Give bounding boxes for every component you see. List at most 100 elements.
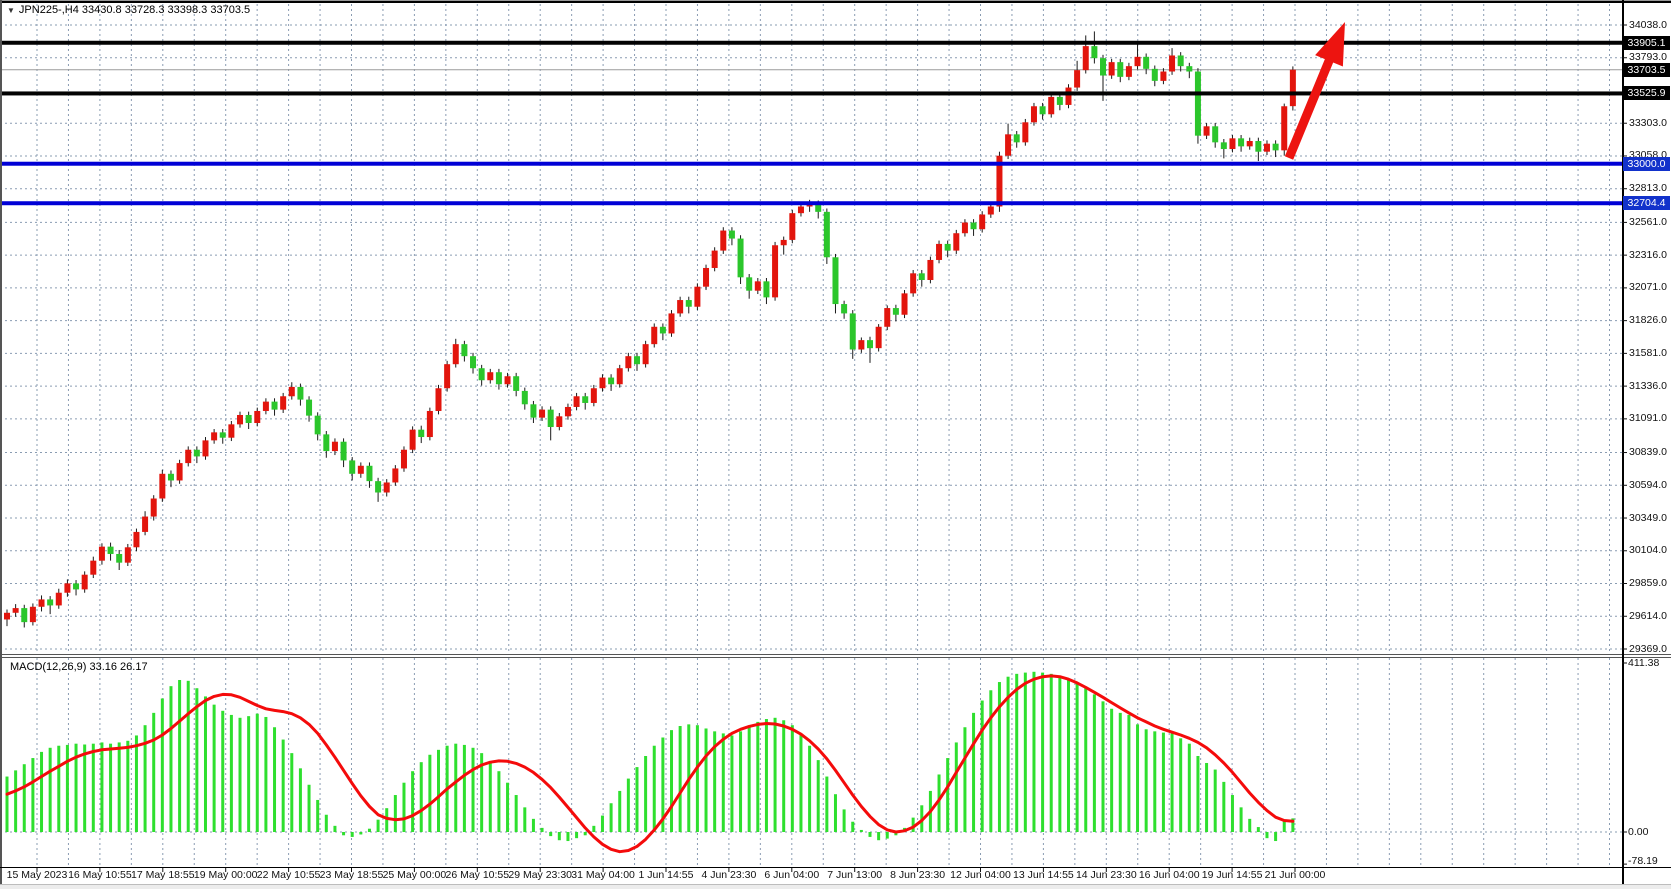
axis-ticks [36, 24, 1627, 872]
bull-candle-body [38, 599, 45, 607]
bull-candle-body [331, 441, 338, 452]
bull-candle-body [987, 206, 994, 215]
macd-bar [1032, 671, 1036, 832]
macd-bar [5, 776, 9, 832]
bear-candle-body [1255, 141, 1262, 152]
macd-bar [333, 825, 337, 832]
macd-bar [229, 714, 233, 832]
candle [124, 543, 131, 567]
macd-bar [385, 808, 389, 832]
bull-candle-body [1229, 138, 1236, 150]
candle [573, 392, 580, 411]
macd-bar [808, 745, 812, 832]
candle [1281, 103, 1288, 156]
price-axis-label: 29614.0 [1629, 609, 1667, 622]
macd-bar [316, 799, 320, 832]
bull-candle-body [280, 396, 287, 410]
bear-candle-body [314, 415, 321, 435]
bear-candle-body [323, 434, 330, 452]
candle [867, 336, 873, 363]
bull-candle-body [383, 482, 390, 493]
bear-candle-body [841, 304, 848, 314]
candle [81, 571, 88, 593]
macd-bar [109, 743, 113, 832]
macd-bar [566, 832, 570, 842]
candle [1169, 48, 1176, 75]
candle [970, 219, 977, 236]
macd-bar [1058, 675, 1062, 832]
time-axis-label: 16 May 10:55 [68, 869, 132, 881]
bull-candle-body [1065, 87, 1072, 105]
macd-bar [264, 716, 268, 832]
bear-candle-body [73, 583, 80, 590]
macd-bar [169, 686, 173, 832]
macd-bar [1265, 832, 1269, 839]
macd-bar [428, 754, 432, 832]
trend-arrow[interactable] [1284, 22, 1345, 160]
bull-candle-body [996, 155, 1003, 207]
bull-candle-body [444, 364, 451, 389]
candle [823, 208, 830, 264]
macd-bar [1041, 672, 1045, 832]
support-line[interactable] [0, 201, 1622, 206]
macd-bar [281, 739, 285, 832]
candle [349, 457, 356, 481]
resistance-line[interactable] [0, 91, 1622, 96]
bull-candle-body [797, 206, 804, 214]
bull-candle-body [677, 300, 684, 314]
bull-candle-body [262, 401, 269, 411]
window-bottom-strip [0, 884, 1671, 889]
bear-candle-body [867, 340, 873, 349]
candle [306, 396, 313, 422]
bull-candle-body [185, 449, 192, 464]
macd-bar [1196, 755, 1200, 832]
bull-candle-body [452, 344, 459, 365]
macd-bar [221, 710, 225, 832]
bull-candle-body [150, 498, 157, 517]
candle [21, 604, 28, 628]
support-line[interactable] [0, 161, 1622, 166]
candle [651, 323, 658, 348]
macd-bar [255, 713, 259, 832]
candle [685, 296, 692, 314]
macd-bar [635, 767, 639, 832]
candle [12, 604, 19, 617]
candle [927, 256, 934, 284]
candle [193, 446, 200, 464]
bear-candle-body [832, 257, 839, 305]
bull-candle-body [81, 574, 88, 590]
time-axis-label: 25 May 00:00 [382, 869, 447, 881]
candle [167, 470, 174, 488]
candle [150, 495, 157, 521]
candle [495, 368, 502, 390]
candle [392, 465, 399, 486]
bear-candle-body [728, 230, 735, 239]
macd-bar [652, 745, 656, 832]
candle [98, 543, 105, 565]
macd-bar [747, 726, 751, 832]
candle [38, 595, 45, 612]
bull-candle-body [254, 410, 261, 424]
macd-bar [402, 782, 406, 832]
candle [470, 352, 477, 374]
bear-candle-body [659, 326, 666, 334]
macd-bar [549, 832, 553, 837]
candle [910, 269, 917, 297]
candle [202, 437, 209, 460]
bull-candle-body [288, 386, 295, 397]
collapse-triangle-icon[interactable]: ▼ [7, 6, 15, 15]
candle [556, 412, 563, 431]
candle [780, 236, 787, 255]
macd-bar [1230, 795, 1234, 832]
time-axis-label: 1 Jun 14:55 [638, 869, 694, 881]
candle [1048, 93, 1055, 118]
resistance-line[interactable] [0, 40, 1622, 45]
bull-candle-body [703, 267, 710, 287]
time-axis-label: 19 Jun 14:55 [1201, 869, 1263, 881]
bull-candle-body [1030, 106, 1037, 123]
candle [703, 264, 710, 291]
bear-candle-body [521, 390, 528, 405]
candle [444, 360, 451, 392]
symbol-title: JPN225-,H4 33430.8 33728.3 33398.3 33703… [18, 4, 251, 16]
